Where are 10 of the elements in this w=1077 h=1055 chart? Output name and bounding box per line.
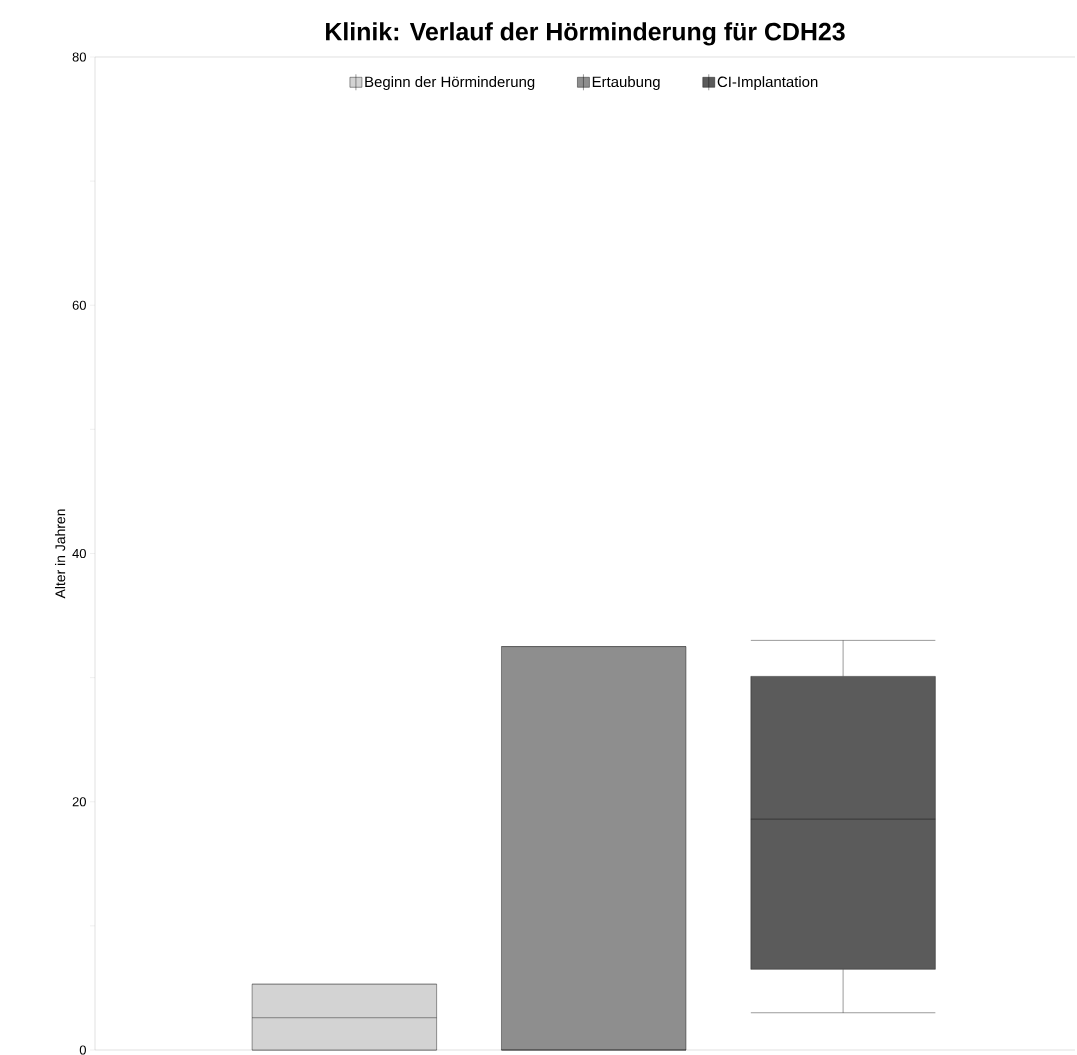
y-tick-label: 0 bbox=[79, 1045, 86, 1055]
y-tick-label: 40 bbox=[72, 548, 86, 559]
y-tick-label: 80 bbox=[72, 52, 86, 62]
legend-label: Ertaubung bbox=[592, 76, 660, 91]
legend-label: Beginn der Hörminderung bbox=[365, 76, 535, 91]
y-tick-label: 20 bbox=[72, 797, 86, 807]
legend-label: CI-Implantation bbox=[717, 76, 818, 91]
chart-title: Klinik: Verlauf der Hörminderung für CDH23 bbox=[326, 22, 845, 46]
y-axis-title: Alter in Jahren bbox=[54, 509, 66, 599]
y-tick-label: 60 bbox=[72, 300, 86, 310]
